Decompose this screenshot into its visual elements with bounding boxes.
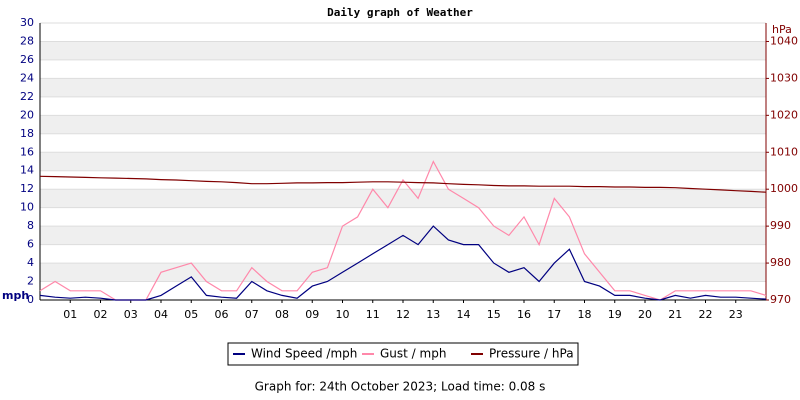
y-tick-label: 10 bbox=[20, 201, 34, 214]
grid-band bbox=[40, 189, 766, 208]
y2-tick-label: 990 bbox=[770, 219, 791, 232]
x-tick-label: 16 bbox=[517, 308, 531, 321]
y-tick-label: 0 bbox=[27, 293, 34, 306]
y2-axis-label: hPa bbox=[772, 23, 792, 36]
x-tick-label: 07 bbox=[245, 308, 259, 321]
x-tick-label: 10 bbox=[336, 308, 350, 321]
y-tick-label: 18 bbox=[20, 127, 34, 140]
y-tick-label: 12 bbox=[20, 182, 34, 195]
y-tick-label: 2 bbox=[27, 275, 34, 288]
x-tick-label: 01 bbox=[63, 308, 77, 321]
series-line bbox=[39, 160, 767, 301]
series-line bbox=[39, 175, 767, 193]
x-tick-label: 08 bbox=[275, 308, 289, 321]
series-line bbox=[39, 225, 767, 301]
x-tick-label: 09 bbox=[305, 308, 319, 321]
x-tick-label: 22 bbox=[699, 308, 713, 321]
legend-label: Pressure / hPa bbox=[489, 347, 574, 361]
y-tick-label: 24 bbox=[20, 71, 34, 84]
y-tick-label: 14 bbox=[20, 164, 34, 177]
footer: Graph for: 24th October 2023; Load time:… bbox=[255, 380, 546, 394]
y2-tick-label: 1030 bbox=[770, 71, 798, 84]
grid-band bbox=[40, 41, 766, 60]
grid-band bbox=[40, 152, 766, 171]
x-tick-label: 20 bbox=[638, 308, 652, 321]
x-tick-label: 13 bbox=[426, 308, 440, 321]
x-tick-label: 17 bbox=[547, 308, 561, 321]
y-tick-label: 6 bbox=[27, 238, 34, 251]
y2-tick-label: 1020 bbox=[770, 108, 798, 121]
x-tick-label: 03 bbox=[124, 308, 138, 321]
x-tick-label: 19 bbox=[608, 308, 622, 321]
x-tick-label: 11 bbox=[366, 308, 380, 321]
x-tick-label: 18 bbox=[578, 308, 592, 321]
x-tick-label: 23 bbox=[729, 308, 743, 321]
y-tick-label: 28 bbox=[20, 34, 34, 47]
y-tick-label: 26 bbox=[20, 53, 34, 66]
y-tick-label: 20 bbox=[20, 108, 34, 121]
legend-label: Wind Speed /mph bbox=[251, 347, 357, 361]
y2-tick-label: 1040 bbox=[770, 34, 798, 47]
legend-label: Gust / mph bbox=[380, 347, 446, 361]
x-tick-label: 14 bbox=[457, 308, 471, 321]
x-tick-label: 06 bbox=[215, 308, 229, 321]
x-tick-label: 02 bbox=[94, 308, 108, 321]
y-tick-label: 8 bbox=[27, 219, 34, 232]
chart-title: Daily graph of Weather bbox=[327, 6, 473, 19]
y2-tick-label: 1000 bbox=[770, 182, 798, 195]
y-tick-label: 16 bbox=[20, 145, 34, 158]
x-tick-label: 12 bbox=[396, 308, 410, 321]
x-tick-label: 15 bbox=[487, 308, 501, 321]
y2-tick-label: 980 bbox=[770, 256, 791, 269]
y-tick-label: 22 bbox=[20, 90, 34, 103]
grid-band bbox=[40, 115, 766, 134]
y-axis-label: mph bbox=[2, 289, 29, 302]
y-tick-label: 4 bbox=[27, 256, 34, 269]
y2-tick-label: 970 bbox=[770, 293, 791, 306]
x-tick-label: 04 bbox=[154, 308, 168, 321]
legend-box bbox=[227, 342, 579, 366]
y-tick-label: 30 bbox=[20, 16, 34, 29]
x-tick-label: 05 bbox=[184, 308, 198, 321]
x-tick-label: 21 bbox=[668, 308, 682, 321]
grid-band bbox=[40, 78, 766, 97]
grid-band bbox=[40, 263, 766, 282]
y2-tick-label: 1010 bbox=[770, 145, 798, 158]
